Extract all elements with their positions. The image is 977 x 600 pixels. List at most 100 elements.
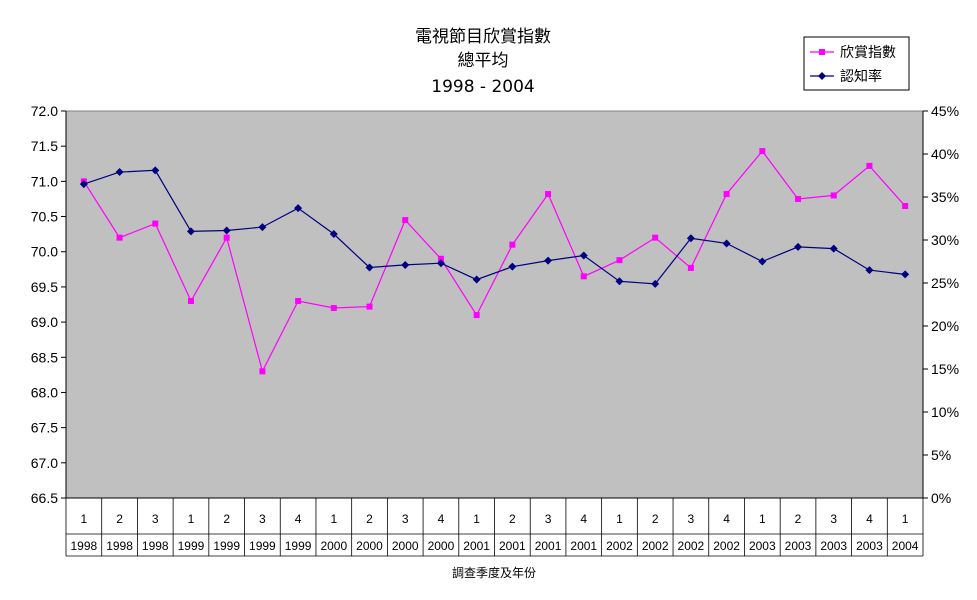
x-tick-label-quarter: 4 [295, 512, 302, 526]
series-layer [79, 148, 910, 375]
series-point-1 [366, 303, 373, 310]
series-point-1 [580, 273, 587, 280]
x-tick-label-quarter: 3 [152, 512, 159, 526]
x-tick-label-year: 2001 [570, 539, 597, 553]
x-axis-label: 調查季度及年份 [452, 565, 536, 580]
x-tick-label-year: 1999 [285, 539, 312, 553]
x-tick-label-quarter: 3 [830, 512, 837, 526]
right-tick-label: 20% [931, 318, 959, 334]
x-tick-label-year: 1998 [142, 539, 169, 553]
x-tick-label-quarter: 2 [366, 512, 373, 526]
series-point-2 [186, 227, 195, 236]
series-point-1 [723, 191, 730, 198]
left-tick-label: 69.0 [31, 314, 58, 330]
right-tick-label: 10% [931, 404, 959, 420]
right-tick-label: 15% [931, 361, 959, 377]
right-y-axis: 0% 5% 10% 15% 20% 25% 30% 35% 40% 45% [922, 103, 959, 506]
series-point-2 [258, 223, 267, 232]
right-tick-label: 25% [931, 275, 959, 291]
x-tick-label-year: 1999 [178, 539, 205, 553]
series-point-1 [437, 255, 444, 262]
series-point-2 [579, 251, 588, 260]
series-point-2 [758, 257, 767, 266]
x-tick-label-quarter: 4 [723, 512, 730, 526]
right-tick-label: 0% [931, 490, 951, 506]
series-point-1 [616, 257, 623, 264]
series-point-2 [472, 275, 481, 284]
series-line-2 [83, 169, 906, 285]
x-tick-label-quarter: 1 [473, 512, 480, 526]
series-point-1 [652, 234, 659, 241]
x-tick-label-quarter: 4 [438, 512, 445, 526]
x-tick-label-quarter: 2 [116, 512, 123, 526]
series-point-2 [544, 256, 553, 265]
chart-title-line-3: 1998 - 2004 [431, 77, 534, 97]
legend: 欣賞指數 認知率 [803, 36, 910, 91]
x-tick-label-year: 2003 [856, 539, 883, 553]
series-point-1 [187, 297, 194, 304]
series-point-2 [651, 279, 660, 288]
x-tick-label-quarter: 2 [223, 512, 230, 526]
left-tick-label: 71.0 [31, 173, 58, 189]
x-tick-label-year: 2000 [320, 539, 347, 553]
series-point-1 [545, 191, 552, 198]
series-point-1 [295, 297, 302, 304]
x-tick-label-quarter: 3 [545, 512, 552, 526]
x-tick-label-year: 2000 [428, 539, 455, 553]
series-point-2 [901, 270, 910, 279]
legend-label-series-2: 認知率 [840, 68, 882, 85]
plot-area [65, 110, 924, 499]
series-point-2 [829, 244, 838, 253]
x-tick-label-year: 2004 [892, 539, 919, 553]
right-tick-label: 5% [931, 447, 951, 463]
x-tick-label-year: 2001 [535, 539, 562, 553]
x-tick-label-quarter: 3 [259, 512, 266, 526]
series-point-2 [294, 204, 303, 213]
series-point-2 [115, 168, 124, 177]
series-point-1 [866, 162, 873, 169]
right-tick-label: 35% [931, 189, 959, 205]
series-point-1 [509, 241, 516, 248]
x-tick-label-year: 2001 [499, 539, 526, 553]
series-point-1 [223, 234, 230, 241]
chart-title-line-2: 總平均 [458, 51, 509, 71]
x-tick-label-year: 2000 [392, 539, 419, 553]
x-tick-label-year: 1998 [71, 539, 98, 553]
chart-title: 電視節目欣賞指數 總平均 1998 - 2004 [415, 27, 551, 97]
x-tick-label-year: 2000 [356, 539, 383, 553]
x-tick-label-year: 2002 [606, 539, 633, 553]
x-tick-label-quarter: 2 [795, 512, 802, 526]
left-tick-label: 72.0 [31, 103, 58, 119]
x-tick-label-year: 2003 [749, 539, 776, 553]
x-tick-label-year: 1999 [213, 539, 240, 553]
x-tick-label-quarter: 4 [866, 512, 873, 526]
series-point-2 [615, 277, 624, 286]
x-tick-label-year: 2002 [642, 539, 669, 553]
right-tick-label: 45% [931, 103, 959, 119]
series-point-1 [402, 217, 409, 224]
series-point-2 [79, 180, 88, 189]
x-tick-label-quarter: 4 [580, 512, 587, 526]
legend-marker-series-2 [818, 72, 826, 80]
x-tick-label-quarter: 1 [759, 512, 766, 526]
x-tick-label-year: 1998 [106, 539, 133, 553]
series-point-1 [795, 195, 802, 202]
series-line-1 [83, 150, 906, 373]
series-point-2 [865, 266, 874, 275]
series-point-1 [330, 305, 337, 312]
legend-marker-series-1 [819, 49, 825, 55]
series-point-1 [473, 312, 480, 319]
chart-title-line-1: 電視節目欣賞指數 [415, 27, 551, 47]
left-tick-label: 69.5 [31, 279, 58, 295]
series-point-2 [722, 239, 731, 248]
left-tick-label: 70.5 [31, 209, 58, 225]
left-tick-label: 71.5 [31, 138, 58, 154]
left-tick-label: 67.0 [31, 455, 58, 471]
series-point-2 [151, 166, 160, 175]
legend-box [803, 36, 910, 91]
legend-label-series-1: 欣賞指數 [840, 45, 896, 61]
left-y-axis: 66.5 67.0 67.5 68.0 68.5 69.0 69.5 70.0 70.5 71.0… [31, 103, 67, 506]
left-tick-label: 68.5 [31, 349, 58, 365]
x-tick-label-quarter: 1 [330, 512, 337, 526]
right-tick-label: 30% [931, 232, 959, 248]
